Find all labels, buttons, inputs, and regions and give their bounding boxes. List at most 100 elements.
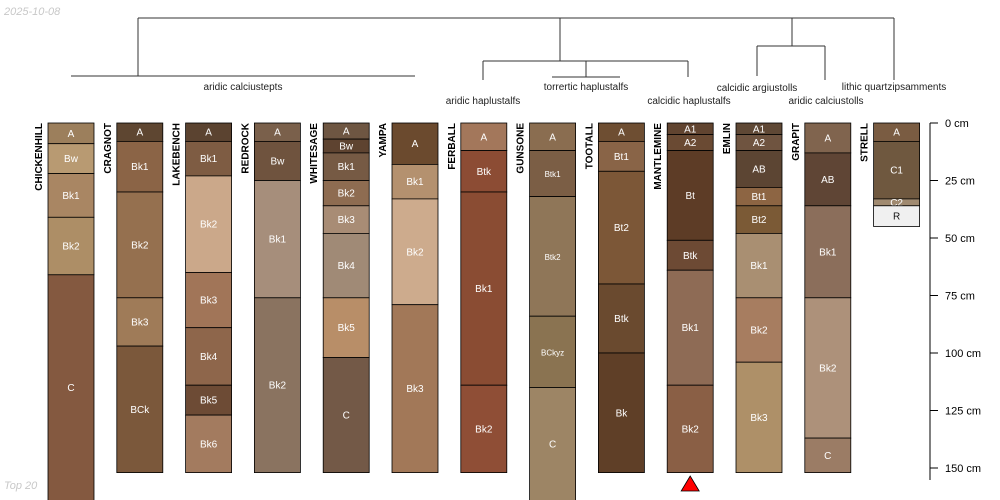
horizon-label: C2 — [890, 198, 903, 209]
horizon — [529, 150, 576, 198]
profile-name: CRAGNOT — [103, 123, 114, 174]
horizon — [598, 352, 645, 473]
horizon-label: Bk1 — [475, 284, 493, 295]
depth-tick-label: 50 cm — [945, 233, 975, 245]
group-labels: aridic calciustepts aridic haplustalfs t… — [204, 82, 947, 107]
horizon-label: AB — [821, 175, 835, 186]
soil-profile: TOOTALL A Bt1 Bt2 Btk Bk — [584, 122, 645, 473]
horizon — [116, 191, 164, 299]
depth-tick-label: 0 cm — [945, 118, 969, 130]
horizon — [666, 384, 714, 474]
horizon-label: A — [136, 128, 143, 139]
horizon — [666, 150, 714, 241]
horizon-label: Bt2 — [614, 223, 629, 234]
horizon-label: Bk3 — [406, 384, 424, 395]
horizon-label: AB — [752, 165, 766, 176]
group-label: aridic haplustalfs — [446, 96, 520, 107]
profiles: CHICKENHILL A Bw Bk1 Bk2 C CRAGNOT A Bk1 Bk2 Bk3 BC… — [34, 122, 920, 500]
horizon-label: Bk1 — [62, 191, 80, 202]
horizon-label: BCk — [130, 405, 150, 416]
horizon-label: Btk — [614, 314, 629, 325]
horizon — [185, 414, 233, 474]
horizon-label: C — [549, 439, 556, 450]
horizon-label: Bk2 — [200, 220, 218, 231]
horizon-label: Bw — [64, 154, 79, 165]
horizon-label: Bk — [616, 408, 629, 419]
soil-profile: CRAGNOT A Bk1 Bk2 Bk3 BCk — [103, 122, 164, 474]
horizon-label: Bk2 — [62, 242, 80, 253]
profile-name: WHITESAGE — [309, 123, 320, 184]
horizon — [598, 140, 645, 172]
horizon-label: Bk1 — [682, 323, 700, 334]
horizon-label: Bk5 — [200, 396, 218, 407]
horizon-label: A — [205, 128, 212, 139]
soil-profile: STRELL A C1 C2 R — [860, 122, 920, 227]
soil-profile: EMLIN A1 A2 AB Bt1 Bt2 Bk1 Bk2 Bk3 — [722, 122, 783, 474]
depth-tick-label: 150 cm — [945, 463, 981, 475]
horizon — [391, 198, 439, 306]
horizon-label: Bw — [339, 142, 354, 153]
horizon-label: A — [412, 139, 419, 150]
horizon-label: C — [824, 451, 831, 462]
horizon — [666, 239, 714, 271]
horizon — [735, 297, 783, 363]
footer-label: Top 20 — [4, 480, 38, 492]
group-label: lithic quartzipsamments — [842, 82, 946, 93]
horizon — [735, 205, 783, 234]
horizon — [322, 152, 370, 181]
horizon-label: C — [67, 383, 74, 394]
horizon-label: R — [893, 212, 900, 223]
horizon — [47, 216, 95, 276]
profile-name: GUNSONE — [516, 123, 527, 174]
horizon — [185, 272, 233, 329]
horizon-label: A — [68, 129, 75, 140]
horizon — [460, 191, 508, 386]
horizon-label: Bk3 — [200, 296, 218, 307]
horizon-label: Bk4 — [338, 261, 356, 272]
horizon-label: Btk2 — [545, 253, 562, 262]
horizon — [116, 345, 164, 474]
horizon — [529, 315, 576, 388]
horizon-label: A1 — [753, 124, 766, 135]
group-label: calcidic haplustalfs — [647, 96, 730, 107]
horizon — [804, 437, 852, 474]
horizon-label: Btk1 — [545, 170, 562, 179]
truncation-marker-group — [680, 475, 700, 492]
horizon-label: Btk — [683, 251, 698, 262]
horizon-label: Bk1 — [819, 247, 837, 258]
horizon-label: BCkyz — [541, 348, 564, 357]
horizon-label: Bk1 — [750, 261, 768, 272]
horizon — [873, 140, 920, 200]
horizon-label: Bk2 — [269, 381, 287, 392]
profile-name: GRAPIT — [791, 123, 802, 161]
profile-name: TOOTALL — [584, 123, 595, 169]
horizon-label: Bk2 — [682, 424, 700, 435]
horizon — [47, 173, 95, 218]
horizon — [47, 274, 95, 500]
horizon-label: Bk2 — [131, 240, 149, 251]
horizon-label: Bk2 — [406, 247, 424, 258]
export-date: 2025-10-08 — [4, 6, 61, 18]
horizon — [735, 150, 783, 188]
horizon-label: Bt1 — [751, 192, 766, 203]
horizon — [391, 122, 439, 165]
dendrogram — [71, 17, 895, 80]
soil-profile: WHITESAGE A Bw Bk1 Bk2 Bk3 Bk4 Bk5 C — [309, 122, 370, 474]
horizon-label: A2 — [753, 138, 766, 149]
horizon-label: A — [549, 132, 556, 143]
horizon-label: Bw — [270, 156, 285, 167]
horizon-label: A — [480, 132, 487, 143]
profile-name: LAKEBENCH — [172, 123, 183, 186]
soil-profile: GRAPIT A AB Bk1 Bk2 C — [791, 122, 852, 474]
profile-name: EMLIN — [722, 123, 733, 154]
horizon — [460, 150, 508, 193]
horizon — [391, 304, 439, 474]
depth-tick-label: 125 cm — [945, 406, 981, 418]
horizon-label: A — [824, 133, 831, 144]
horizon-label: C1 — [890, 166, 903, 177]
horizon-label: Btk — [477, 167, 492, 178]
horizon — [804, 297, 852, 439]
horizon-label: A — [893, 128, 900, 139]
horizon-label: A1 — [684, 124, 697, 135]
